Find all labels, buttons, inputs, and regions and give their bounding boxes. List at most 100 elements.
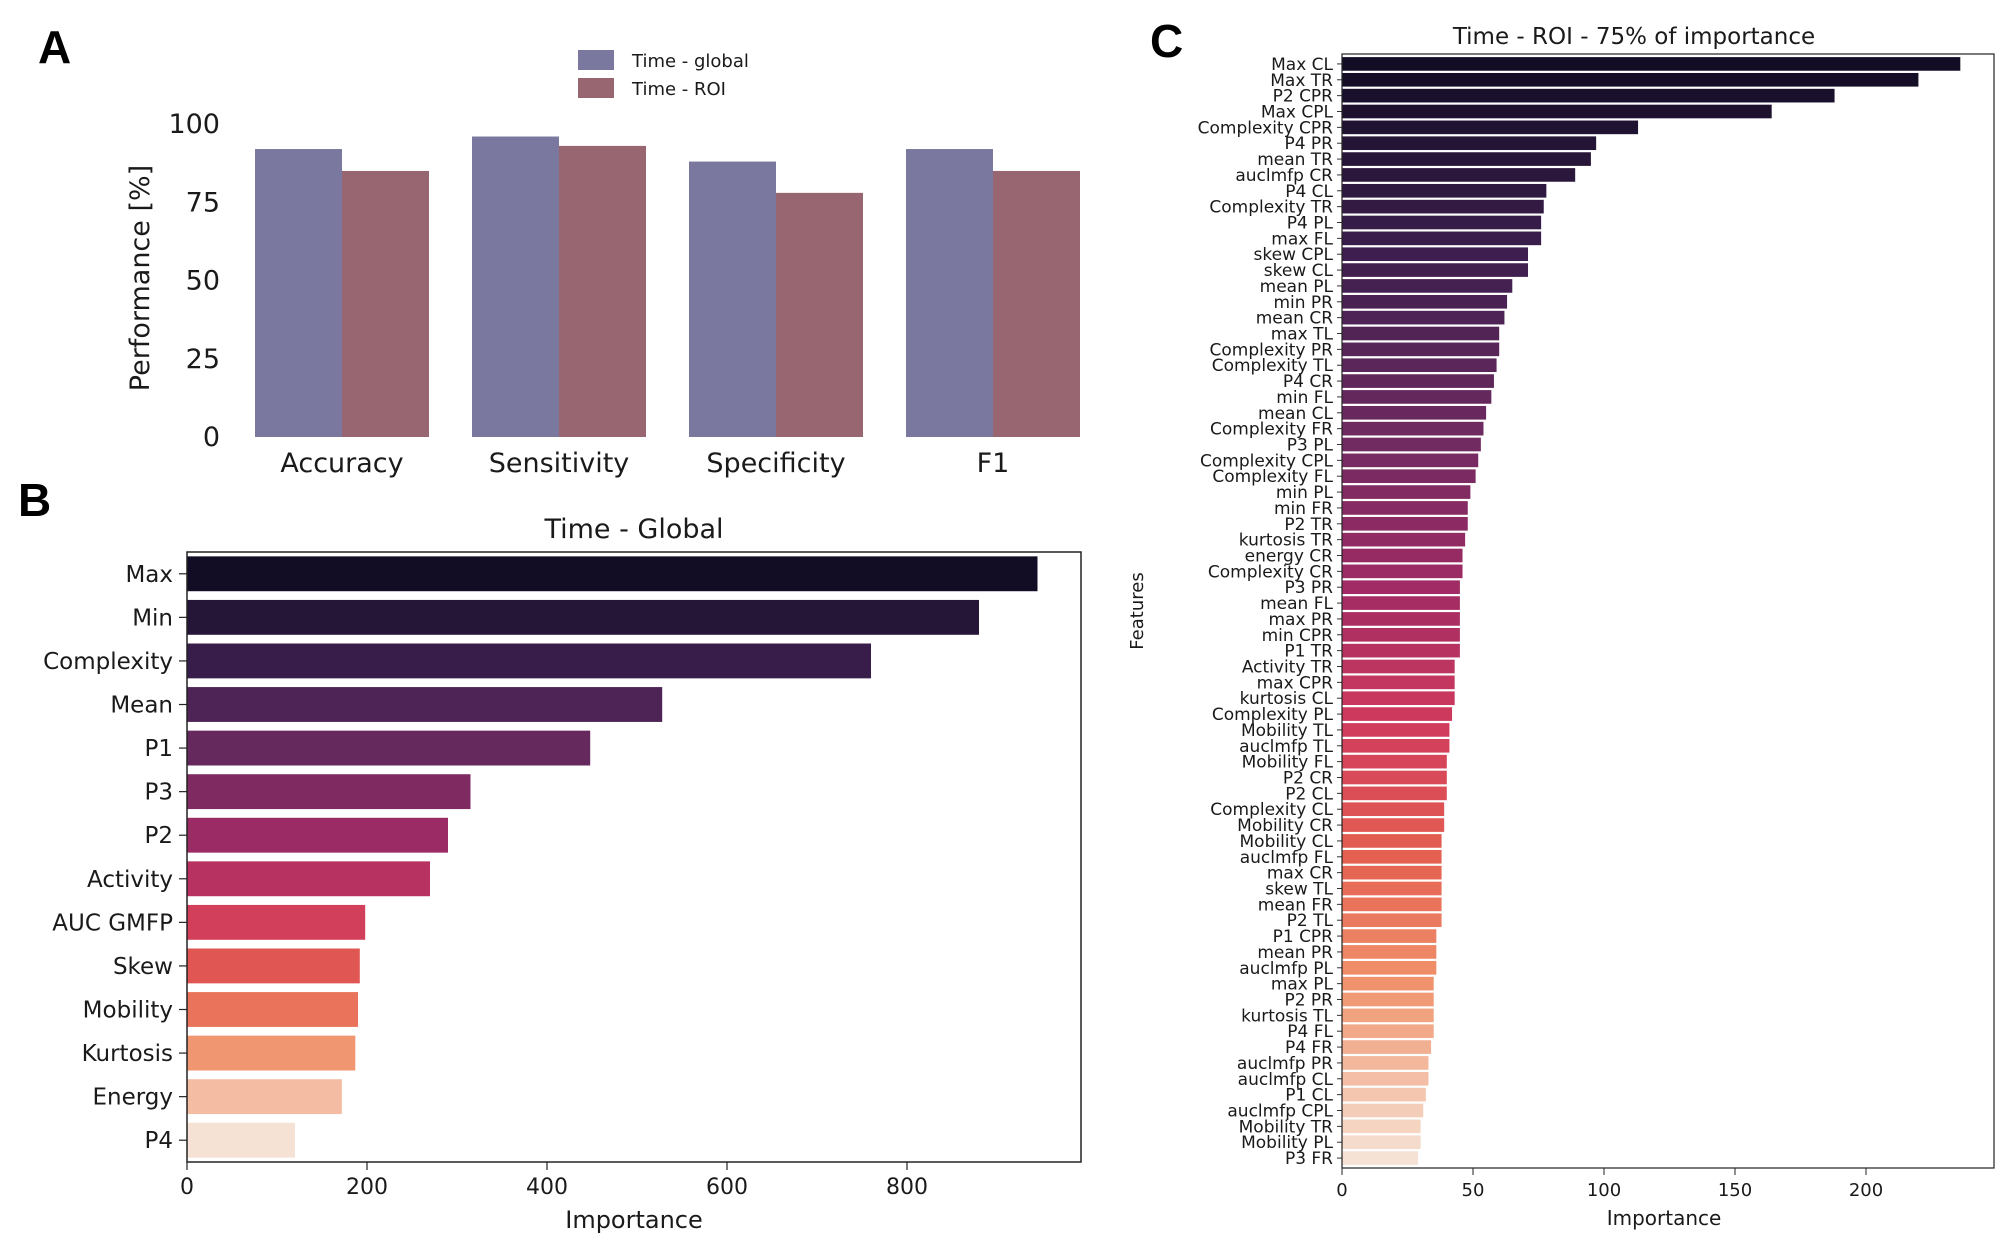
chart-b-title: Time - Global xyxy=(543,514,723,545)
chart-c-ytick-mean-cl: mean CL xyxy=(1258,404,1333,424)
chart-c-ytick-mobility-cr: Mobility CR xyxy=(1237,816,1333,836)
chart-c-bar-p1-cpr xyxy=(1342,929,1437,943)
chart-b-ytick-mean: Mean xyxy=(110,693,173,719)
chart-b-xtick-label: 0 xyxy=(180,1175,194,1200)
chart-c-ytick-auclmfp-pr: auclmfp PR xyxy=(1237,1054,1333,1074)
chart-c-bar-kurtosis-tr xyxy=(1342,532,1466,547)
chart-c-ytick-mobility-cl: Mobility CL xyxy=(1240,832,1334,852)
chart-c-bar-p1-tr xyxy=(1342,643,1460,658)
chart-c-ytick-p2-tl: P2 TL xyxy=(1287,911,1334,931)
chart-c-ytick-mean-fr: mean FR xyxy=(1258,895,1333,915)
chart-b-bar-mobility xyxy=(187,992,358,1027)
chart-c-ytick-max-pr: max PR xyxy=(1268,610,1333,630)
chart-c-bar-mean-cr xyxy=(1342,310,1505,325)
chart-c-ytick-activity-tr: Activity TR xyxy=(1242,658,1333,678)
chart-c-ytick-kurtosis-cl: kurtosis CL xyxy=(1240,689,1334,709)
chart-c-ytick-mobility-fl: Mobility FL xyxy=(1242,753,1334,773)
chart-c-ytick-max-tr: Max TR xyxy=(1270,71,1333,91)
chart-b-bar-mean xyxy=(187,687,663,722)
chart-c-ytick-p4-cl: P4 CL xyxy=(1285,182,1333,202)
chart-b-ytick-kurtosis: Kurtosis xyxy=(82,1041,173,1067)
chart-c-ytick-mobility-tr: Mobility TR xyxy=(1239,1117,1334,1137)
chart-c-ylabel: Features xyxy=(1127,572,1148,649)
chart-c-ytick-complexity-cl: Complexity CL xyxy=(1210,800,1333,820)
chart-c-bar-mobility-tr xyxy=(1342,1119,1421,1134)
chart-c-ytick-p4-pr: P4 PR xyxy=(1284,134,1333,154)
chart-b-ytick-max: Max xyxy=(125,562,173,588)
chart-a-bar-specificity-time-roi xyxy=(776,192,863,437)
chart-c-bar-energy-cr xyxy=(1342,548,1463,563)
chart-c-ytick-max-cr: max CR xyxy=(1267,864,1333,884)
legend-label-time-roi: Time - ROI xyxy=(631,79,726,100)
chart-a-bar-sensitivity-time-roi xyxy=(559,145,646,437)
chart-c-ytick-skew-tl: skew TL xyxy=(1265,880,1333,900)
chart-c-bar-p2-tl xyxy=(1342,913,1442,928)
chart-c-bar-max-fl xyxy=(1342,231,1542,246)
chart-c-bar-skew-tl xyxy=(1342,881,1442,896)
chart-c-ytick-p2-cpr: P2 CPR xyxy=(1273,87,1334,107)
chart-c-xtick-label: 0 xyxy=(1336,1180,1347,1201)
chart-c-bar-min-cpr xyxy=(1342,627,1460,642)
chart-b-bar-skew xyxy=(187,948,360,984)
chart-c-bar-complexity-cpr xyxy=(1342,120,1639,135)
chart-b-xtick-label: 800 xyxy=(886,1175,928,1200)
chart-c-bar-p2-pr xyxy=(1342,992,1434,1007)
chart-c-bar-auclmfp-fl xyxy=(1342,849,1442,864)
chart-c-ytick-mean-pl: mean PL xyxy=(1260,277,1334,297)
chart-c-bar-min-pl xyxy=(1342,485,1471,499)
chart-b-ytick-p4: P4 xyxy=(144,1128,173,1154)
chart-c-bar-min-pr xyxy=(1342,294,1508,309)
chart-c-ytick-complexity-cpr: Complexity CPR xyxy=(1198,118,1334,138)
chart-b-ytick-p1: P1 xyxy=(144,736,173,762)
chart-b-ytick-energy: Energy xyxy=(92,1085,173,1111)
chart-c-bar-p4-pl xyxy=(1342,215,1542,230)
chart-c-ytick-auclmfp-fl: auclmfp FL xyxy=(1240,848,1334,868)
legend-swatch-time-roi xyxy=(578,78,614,98)
chart-c-bar-p2-cl xyxy=(1342,786,1447,801)
chart-c-bar-complexity-cpl xyxy=(1342,453,1479,468)
chart-c-ytick-mean-pr: mean PR xyxy=(1257,943,1333,963)
chart-c-ytick-p2-cr: P2 CR xyxy=(1283,769,1333,789)
chart-c-bar-mean-cl xyxy=(1342,405,1487,420)
chart-b-time-global: Time - Global Max Min Complexity Mean P1 P3 P2… xyxy=(43,514,1082,1234)
chart-b-bar-p3 xyxy=(187,774,471,810)
chart-c-bar-mobility-tl xyxy=(1342,723,1450,737)
chart-c-ytick-p3-fr: P3 FR xyxy=(1285,1149,1333,1169)
chart-c-bar-p4-fr xyxy=(1342,1040,1432,1054)
chart-a-xtick-accuracy: Accuracy xyxy=(280,448,403,479)
chart-a-bar-accuracy-time-roi xyxy=(342,170,429,437)
chart-c-bar-max-cpr xyxy=(1342,675,1455,690)
chart-c-bar-mean-fl xyxy=(1342,596,1460,610)
chart-a-performance: Time - global Time - ROI Performance [%]… xyxy=(125,50,1080,479)
chart-c-bar-complexity-cl xyxy=(1342,802,1445,817)
chart-c-bar-auclmfp-cl xyxy=(1342,1071,1429,1086)
legend-label-time-global: Time - global xyxy=(631,51,749,72)
chart-c-ytick-auclmfp-pl: auclmfp PL xyxy=(1239,959,1333,979)
chart-c-ytick-p4-fl: P4 FL xyxy=(1287,1022,1333,1042)
chart-c-ytick-min-pl: min PL xyxy=(1276,483,1334,503)
chart-b-bar-auc-gmfp xyxy=(187,904,366,940)
chart-a-bar-accuracy-time-global xyxy=(255,149,342,438)
chart-c-ytick-mean-fl: mean FL xyxy=(1260,594,1333,614)
chart-c-ytick-p4-pl: P4 PL xyxy=(1287,214,1334,234)
chart-c-bar-auclmfp-tl xyxy=(1342,738,1450,753)
chart-c-ytick-skew-cpl: skew CPL xyxy=(1254,245,1334,265)
legend-swatch-time-global xyxy=(578,50,614,70)
chart-c-bar-min-fl xyxy=(1342,390,1492,404)
chart-c-ytick-kurtosis-tr: kurtosis TR xyxy=(1239,531,1333,551)
chart-c-ytick-p1-cpr: P1 CPR xyxy=(1273,927,1334,947)
chart-c-bar-complexity-pr xyxy=(1342,342,1500,357)
chart-b-xtick-label: 200 xyxy=(346,1175,388,1200)
chart-c-bar-complexity-tr xyxy=(1342,199,1544,214)
chart-b-bar-energy xyxy=(187,1079,342,1115)
chart-c-ytick-p2-pr: P2 PR xyxy=(1284,991,1333,1011)
chart-a-xtick-specificity: Specificity xyxy=(706,448,845,479)
chart-c-bar-mean-fr xyxy=(1342,897,1442,912)
chart-c-ytick-kurtosis-tl: kurtosis TL xyxy=(1241,1006,1333,1026)
chart-c-bar-complexity-tl xyxy=(1342,358,1497,373)
chart-b-xlabel: Importance xyxy=(565,1206,703,1234)
chart-c-bar-max-tr xyxy=(1342,72,1919,87)
chart-b-bar-min xyxy=(187,599,979,635)
chart-c-title: Time - ROI - 75% of importance xyxy=(1452,24,1815,50)
